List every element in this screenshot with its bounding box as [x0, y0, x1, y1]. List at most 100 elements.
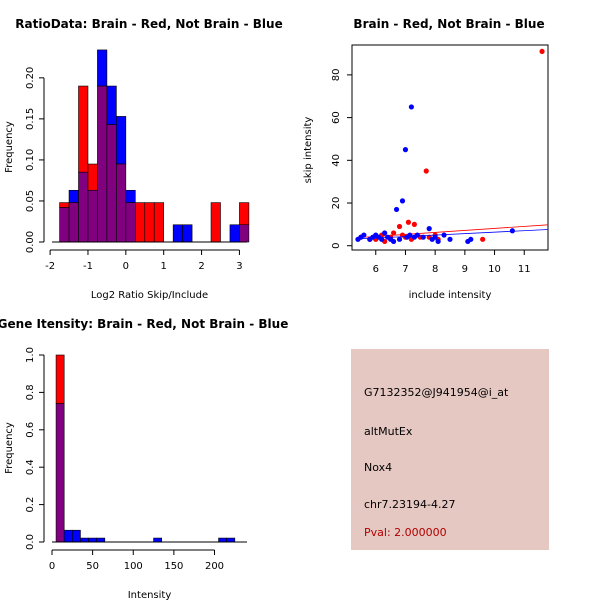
- bar-overlap: [59, 207, 70, 243]
- x-tick-label: 100: [124, 561, 143, 572]
- bar-red: [135, 202, 146, 243]
- chart-title: RatioData: Brain - Red, Not Brain - Blue: [15, 17, 282, 31]
- point-blue: [396, 236, 403, 242]
- chart-title: Gene Itensity: Brain - Red, Not Brain - …: [0, 317, 288, 331]
- y-axis-label: Frequency: [4, 121, 15, 173]
- x-tick-label: 200: [205, 561, 224, 572]
- y-tick-label: 0.10: [25, 149, 36, 171]
- point-blue: [407, 232, 413, 238]
- bar-blue: [172, 224, 183, 243]
- y-tick-label: 0: [331, 243, 342, 249]
- point-red: [539, 48, 545, 55]
- point-red: [396, 223, 403, 230]
- y-tick-label: 0.0: [25, 534, 36, 550]
- x-tick-label: 7: [402, 264, 408, 275]
- y-axis-label: skip intensity: [303, 117, 314, 184]
- bar-blue: [97, 49, 108, 87]
- x-tick-label: 50: [86, 561, 99, 572]
- point-red: [405, 219, 412, 225]
- y-tick-label: 40: [331, 154, 342, 167]
- chart-3: Gene Itensity: Brain - Red, Not Brain - …: [0, 317, 288, 600]
- point-blue: [382, 230, 388, 236]
- trend-line-blue: [357, 229, 549, 240]
- bar-blue: [96, 537, 106, 543]
- point-blue: [361, 232, 367, 238]
- chart-2: Brain - Red, Not Brain - Blue 6 7 8 9 10 11 inc…: [303, 17, 549, 301]
- y-tick-label: 0.4: [25, 459, 36, 475]
- bar-blue: [125, 189, 136, 203]
- x-tick-label: 0: [49, 561, 55, 572]
- bar-blue: [226, 537, 236, 543]
- trend-line-red: [357, 224, 549, 239]
- y-tick-label: 0.20: [25, 67, 36, 89]
- y-tick-label: 1.0: [25, 347, 36, 363]
- chart-1: RatioData: Brain - Red, Not Brain - Blue…: [4, 17, 283, 301]
- bar-blue: [72, 529, 81, 543]
- bar-blue: [106, 85, 117, 125]
- point-blue: [441, 232, 447, 238]
- bar-blue: [80, 537, 89, 543]
- point-blue: [426, 226, 432, 232]
- point-blue: [432, 234, 438, 240]
- x-axis-label: Intensity: [128, 590, 172, 600]
- bar-blue: [88, 537, 97, 543]
- x-tick-label: 0: [123, 261, 129, 272]
- x-tick-label: -1: [83, 261, 93, 272]
- event-type: altMutEx: [364, 425, 413, 438]
- bar-overlap: [97, 85, 108, 243]
- bar-overlap: [239, 224, 250, 243]
- y-tick-label: 0.15: [25, 108, 36, 130]
- bar-overlap: [55, 403, 65, 543]
- bar-blue: [153, 537, 162, 543]
- point-red: [423, 168, 429, 174]
- y-tick-label: 60: [331, 111, 342, 124]
- bar-overlap: [68, 202, 79, 243]
- y-tick-label: 0.8: [25, 384, 36, 400]
- bar-red: [153, 202, 164, 243]
- x-axis-label: Log2 Ratio Skip/Include: [91, 290, 208, 301]
- bar-red: [78, 85, 89, 173]
- bar-overlap: [87, 189, 98, 243]
- probe-id: G7132352@J941954@i_at: [364, 386, 509, 399]
- bar-red: [87, 163, 98, 191]
- bar-red: [239, 202, 250, 226]
- y-tick-label: 0.00: [25, 231, 36, 253]
- bar-blue: [229, 224, 240, 243]
- bar-red: [144, 202, 155, 243]
- x-tick-label: 10: [488, 264, 501, 275]
- point-blue: [447, 236, 453, 242]
- bar-red: [55, 354, 65, 404]
- x-tick-label: 1: [161, 261, 167, 272]
- bar-overlap: [78, 171, 89, 243]
- bar-blue: [182, 224, 193, 243]
- y-tick-label: 0.2: [25, 497, 36, 513]
- x-tick-label: 8: [432, 264, 438, 275]
- bar-overlap: [116, 163, 127, 243]
- chart-title: Brain - Red, Not Brain - Blue: [353, 17, 544, 31]
- bar-red: [210, 202, 221, 243]
- bar-blue: [218, 537, 227, 543]
- point-blue: [393, 206, 400, 213]
- x-tick-label: 150: [164, 561, 183, 572]
- bar-blue: [68, 189, 79, 203]
- y-axis-label: Frequency: [4, 422, 15, 474]
- point-blue: [408, 104, 414, 110]
- x-axis-label: include intensity: [409, 290, 492, 301]
- x-tick-label: -2: [45, 261, 55, 272]
- bar-overlap: [125, 202, 136, 243]
- x-tick-label: 2: [198, 261, 204, 272]
- point-blue: [414, 232, 420, 238]
- bar-blue: [63, 529, 73, 543]
- y-tick-label: 0.05: [25, 190, 36, 212]
- plot-frame: [351, 44, 549, 251]
- bar-blue: [116, 116, 127, 165]
- point-blue: [390, 238, 397, 245]
- bar-overlap: [106, 124, 117, 243]
- chromosome-location: chr7.23194-4.27: [364, 498, 456, 511]
- x-tick-label: 11: [518, 264, 531, 275]
- point-blue: [399, 198, 406, 204]
- info-panel: G7132352@J941954@i_at altMutEx Nox4 chr7…: [351, 349, 549, 550]
- x-tick-label: 6: [373, 264, 379, 275]
